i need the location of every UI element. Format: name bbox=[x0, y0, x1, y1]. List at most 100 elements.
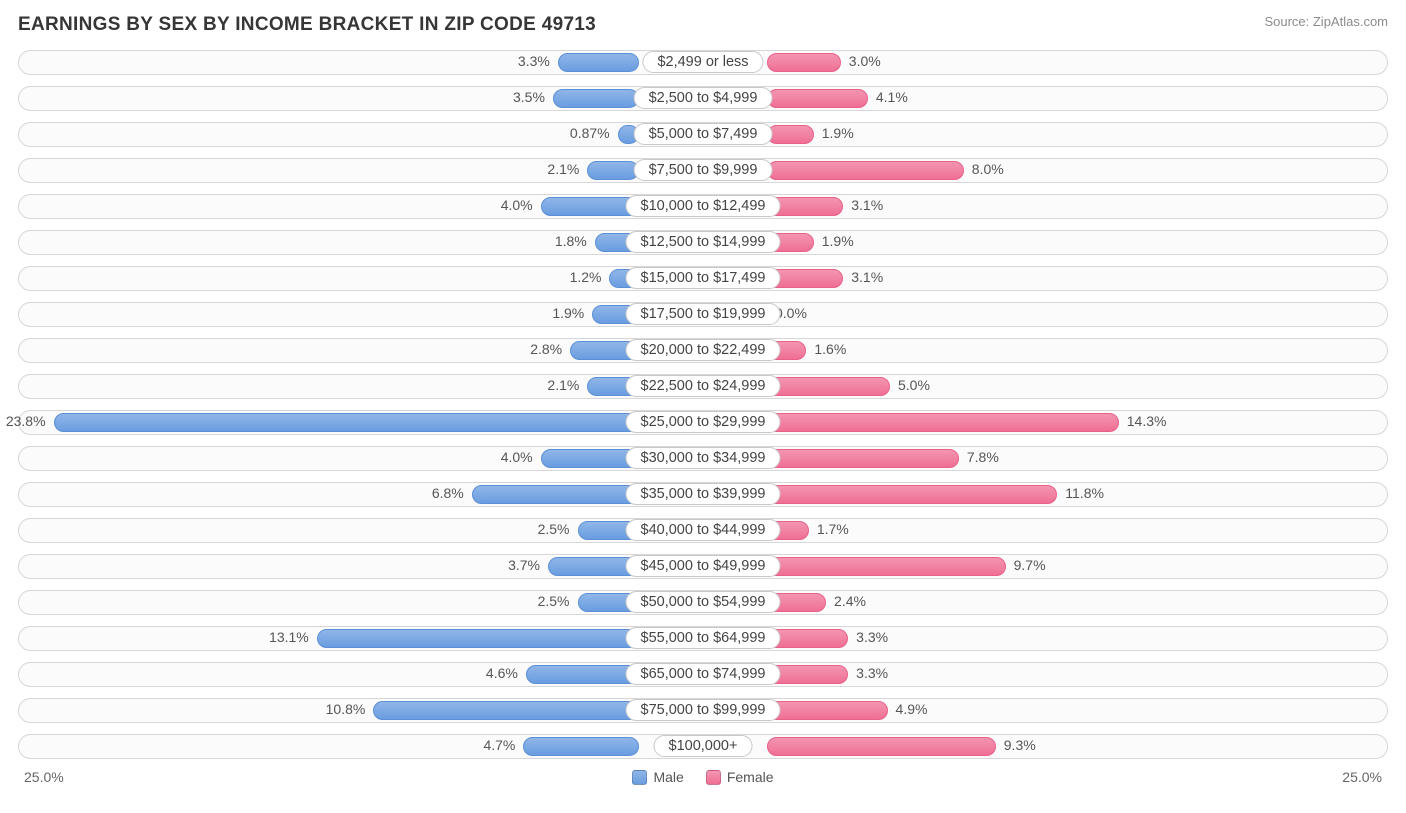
chart-row: 1.2%3.1%$15,000 to $17,499 bbox=[18, 262, 1388, 295]
female-half: 2.4% bbox=[703, 586, 1388, 619]
female-pct-label: 1.6% bbox=[814, 341, 846, 357]
chart-row: 4.6% 3.3% $65,000 to $74,999 bbox=[18, 658, 1388, 691]
female-pct-label: 3.3% bbox=[856, 629, 888, 645]
female-bar bbox=[767, 161, 964, 180]
female-swatch bbox=[706, 770, 721, 785]
male-bar bbox=[541, 197, 639, 216]
male-half: 1.9% bbox=[18, 298, 703, 331]
female-pct-label: 1.9% bbox=[822, 125, 854, 141]
male-half: 4.7% bbox=[18, 730, 703, 763]
category-label: $5,000 to $7,499 bbox=[634, 123, 773, 145]
male-half: 4.0% bbox=[18, 442, 703, 475]
category-label: $20,000 to $22,499 bbox=[626, 339, 781, 361]
male-half: 2.1% bbox=[18, 370, 703, 403]
chart-row: 4.7% 9.3% $100,000+ bbox=[18, 730, 1388, 763]
male-pct-label: 4.0% bbox=[501, 449, 533, 465]
male-half: 2.1% bbox=[18, 154, 703, 187]
chart-title: EARNINGS BY SEX BY INCOME BRACKET IN ZIP… bbox=[18, 14, 596, 36]
male-half: 3.3% bbox=[18, 46, 703, 79]
category-label: $35,000 to $39,999 bbox=[626, 483, 781, 505]
male-pct-label: 6.8% bbox=[432, 485, 464, 501]
female-pct-label: 1.7% bbox=[817, 521, 849, 537]
female-half: 9.7% bbox=[703, 550, 1388, 583]
female-pct-label: 1.9% bbox=[822, 233, 854, 249]
male-bar bbox=[54, 413, 639, 432]
male-pct-label: 13.1% bbox=[269, 629, 309, 645]
female-half: 4.1% bbox=[703, 82, 1388, 115]
female-pct-label: 3.1% bbox=[851, 269, 883, 285]
female-pct-label: 7.8% bbox=[967, 449, 999, 465]
female-bar bbox=[767, 449, 959, 468]
male-half: 10.8% bbox=[18, 694, 703, 727]
footer: 25.0% Male Female 25.0% bbox=[18, 769, 1388, 785]
female-bar bbox=[767, 53, 841, 72]
chart-row: 3.5%4.1%$2,500 to $4,999 bbox=[18, 82, 1388, 115]
female-bar bbox=[767, 737, 996, 756]
female-half: 0.0% bbox=[703, 298, 1388, 331]
legend-female: Female bbox=[706, 769, 774, 785]
chart-row: 2.5%2.4%$50,000 to $54,999 bbox=[18, 586, 1388, 619]
female-pct-label: 8.0% bbox=[972, 161, 1004, 177]
category-label: $22,500 to $24,999 bbox=[626, 375, 781, 397]
female-half: 4.9% bbox=[703, 694, 1388, 727]
female-bar bbox=[767, 125, 814, 144]
chart-row: 1.8% 1.9% $12,500 to $14,999 bbox=[18, 226, 1388, 259]
chart-row: 2.1% 5.0% $22,500 to $24,999 bbox=[18, 370, 1388, 403]
male-bar bbox=[373, 701, 639, 720]
male-half: 4.6% bbox=[18, 658, 703, 691]
chart-row: 1.9% 0.0%$17,500 to $19,999 bbox=[18, 298, 1388, 331]
female-pct-label: 3.3% bbox=[856, 665, 888, 681]
male-half: 1.2% bbox=[18, 262, 703, 295]
category-label: $10,000 to $12,499 bbox=[626, 195, 781, 217]
category-label: $12,500 to $14,999 bbox=[626, 231, 781, 253]
male-half: 1.8% bbox=[18, 226, 703, 259]
chart-row: 23.8%14.3%$25,000 to $29,999 bbox=[18, 406, 1388, 439]
male-half: 0.87% bbox=[18, 118, 703, 151]
male-pct-label: 10.8% bbox=[326, 701, 366, 717]
category-label: $25,000 to $29,999 bbox=[626, 411, 781, 433]
male-pct-label: 1.2% bbox=[570, 269, 602, 285]
male-half: 6.8% bbox=[18, 478, 703, 511]
category-label: $65,000 to $74,999 bbox=[626, 663, 781, 685]
male-half: 2.5% bbox=[18, 586, 703, 619]
chart-row: 3.7%9.7%$45,000 to $49,999 bbox=[18, 550, 1388, 583]
female-pct-label: 4.9% bbox=[896, 701, 928, 717]
female-pct-label: 9.3% bbox=[1004, 737, 1036, 753]
male-pct-label: 4.6% bbox=[486, 665, 518, 681]
legend: Male Female bbox=[632, 769, 773, 785]
female-bar bbox=[767, 557, 1006, 576]
category-label: $100,000+ bbox=[654, 735, 753, 757]
male-half: 4.0% bbox=[18, 190, 703, 223]
chart-row: 6.8% 11.8%$35,000 to $39,999 bbox=[18, 478, 1388, 511]
category-label: $17,500 to $19,999 bbox=[626, 303, 781, 325]
female-pct-label: 3.1% bbox=[851, 197, 883, 213]
female-pct-label: 4.1% bbox=[876, 89, 908, 105]
male-bar bbox=[541, 449, 639, 468]
female-half: 7.8% bbox=[703, 442, 1388, 475]
female-half: 1.7% bbox=[703, 514, 1388, 547]
female-half: 1.9% bbox=[703, 118, 1388, 151]
female-pct-label: 14.3% bbox=[1127, 413, 1167, 429]
female-bar bbox=[767, 413, 1119, 432]
male-pct-label: 1.9% bbox=[552, 305, 584, 321]
chart-area: 3.3%3.0%$2,499 or less3.5%4.1%$2,500 to … bbox=[18, 46, 1388, 763]
male-bar bbox=[587, 161, 639, 180]
male-bar bbox=[526, 665, 639, 684]
female-pct-label: 5.0% bbox=[898, 377, 930, 393]
category-label: $55,000 to $64,999 bbox=[626, 627, 781, 649]
male-half: 2.8% bbox=[18, 334, 703, 367]
chart-row: 3.3%3.0%$2,499 or less bbox=[18, 46, 1388, 79]
female-half: 1.9% bbox=[703, 226, 1388, 259]
male-pct-label: 0.87% bbox=[570, 125, 610, 141]
category-label: $2,499 or less bbox=[642, 51, 763, 73]
male-pct-label: 4.0% bbox=[501, 197, 533, 213]
female-half: 11.8% bbox=[703, 478, 1388, 511]
chart-row: 13.1% 3.3% $55,000 to $64,999 bbox=[18, 622, 1388, 655]
chart-row: 2.1%8.0%$7,500 to $9,999 bbox=[18, 154, 1388, 187]
male-pct-label: 2.5% bbox=[538, 521, 570, 537]
male-pct-label: 4.7% bbox=[483, 737, 515, 753]
category-label: $40,000 to $44,999 bbox=[626, 519, 781, 541]
header: EARNINGS BY SEX BY INCOME BRACKET IN ZIP… bbox=[18, 14, 1388, 36]
female-bar bbox=[767, 377, 890, 396]
chart-row: 2.8% 1.6% $20,000 to $22,499 bbox=[18, 334, 1388, 367]
